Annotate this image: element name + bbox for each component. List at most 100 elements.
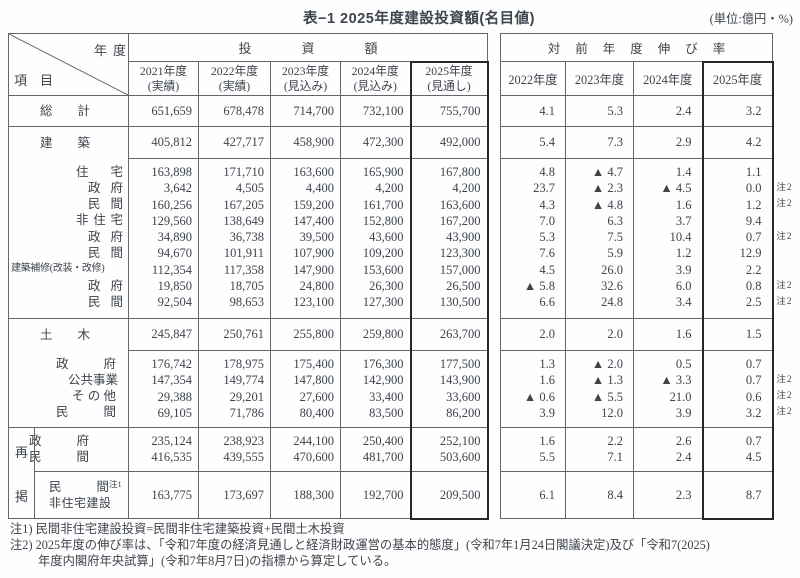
investment-value-cell: 171,710 4,505 167,205 138,649 36,738 101,911 1… <box>198 158 271 319</box>
note-ref <box>777 103 799 119</box>
table-gap <box>488 319 501 351</box>
growth-value-cell: 1.3 1.6 ▲ 0.6 3.9 <box>500 350 567 428</box>
growth-value-cell: 2.9 <box>633 126 704 159</box>
growth-value-cell: 0.5 ▲ 3.3 21.0 3.9 <box>633 350 704 428</box>
table-gap <box>488 351 501 428</box>
investment-year-header: 2021年度 (実績) <box>128 61 199 96</box>
row-label-cell: 土木 <box>8 318 129 351</box>
growth-year-header: 2025年度 <box>701 60 774 96</box>
table-block-row: 民間 注1 非住宅建設 163,775 173,697 188,300 192,700 209… <box>8 471 799 520</box>
corner-header-cell: 年度 項目 <box>8 33 129 96</box>
investment-year-header: 2023年度 (見込み) <box>270 61 341 96</box>
row-label-cell: 再掲政府民間 <box>8 427 129 503</box>
note-ref <box>777 487 799 503</box>
note-ref: 注2 <box>776 182 793 193</box>
note-ref <box>777 245 799 261</box>
table-block-row: 土木 245,847 250,761 255,800 259,800 263,700 2.0… <box>8 318 799 351</box>
row-label: 政府 <box>56 356 116 371</box>
investment-value-cell: 244,100 470,600 <box>270 427 341 472</box>
investment-value-cell: 245,847 <box>128 318 199 351</box>
note-ref <box>777 433 799 449</box>
row-label: 民間 注1 <box>49 478 122 494</box>
investment-value-cell: 259,800 <box>340 318 411 351</box>
row-label: 政府 <box>88 229 123 244</box>
row-label: 民間 <box>29 450 89 465</box>
investment-value-cell: 255,800 <box>270 318 341 351</box>
investment-value-cell: 177,500 143,900 33,600 86,200 <box>409 350 489 428</box>
row-label: 政府 <box>29 434 89 448</box>
investment-value-cell: 235,124 416,535 <box>128 427 199 472</box>
footnotes: 注1) 民間非住宅建設投資=民間非住宅建築投資+民間土木投資 注2) 2025年… <box>10 521 796 570</box>
row-label-cell: 政府 公共事業 その他 民間 <box>8 350 129 428</box>
footnote-2-continued: 年度内閣府年央試算」(令和7年8月7日)の指標から算定している。 <box>38 554 397 569</box>
note-ref <box>777 326 799 342</box>
investment-value-cell: 209,500 <box>409 471 489 520</box>
growth-year-header: 2024年度 <box>633 61 704 96</box>
growth-value-cell: 4.1 <box>500 95 567 127</box>
growth-value-cell: 5.4 <box>500 126 567 159</box>
growth-value-cell: 1.5 <box>701 318 774 351</box>
row-label: 非住宅 <box>76 213 123 228</box>
table-gap <box>488 428 501 472</box>
investment-year-header: 2024年度 (見込み) <box>340 61 411 96</box>
investment-value-cell: 192,700 <box>340 471 411 519</box>
investment-value-cell: 427,717 <box>198 126 271 159</box>
table-title: 表−1 2025年度建設投資額(名目値) <box>303 11 535 27</box>
row-label: 民間 <box>88 245 123 260</box>
growth-value-cell: ▲ 2.0 ▲ 1.3 ▲ 5.5 12.0 <box>565 350 635 428</box>
investment-value-cell: 252,100 503,600 <box>409 427 489 472</box>
row-label: その他 <box>72 389 116 404</box>
growth-value-cell: 7.3 <box>565 126 635 159</box>
investment-value-cell: 188,300 <box>270 471 341 519</box>
investment-value-cell: 250,761 <box>198 318 271 351</box>
growth-value-cell: 4.2 <box>701 126 774 159</box>
note-ref <box>777 134 799 150</box>
investment-value-cell: 458,900 <box>270 126 341 159</box>
corner-item-label: 項目 <box>14 73 67 88</box>
investment-value-cell: 263,700 <box>409 318 489 351</box>
growth-value-cell: 0.7 4.5 <box>701 427 774 472</box>
header-row: 年度 項目 投資額 対前年度伸び率 <box>8 33 799 96</box>
growth-value-cell: 2.6 2.4 <box>633 427 704 472</box>
investment-value-cell: 238,923 439,555 <box>198 427 271 472</box>
row-label-cell: 総計 <box>8 95 129 127</box>
repeat-label: 再掲 <box>14 444 28 504</box>
note-ref-cell <box>773 319 799 351</box>
investment-value-cell: 163,775 <box>128 471 199 519</box>
row-label: 民間 <box>88 197 123 212</box>
investment-value-cell: 163,898 3,642 160,256 129,560 34,890 94,670 11… <box>128 158 199 319</box>
table-gap <box>488 34 501 96</box>
growth-value-cell: 2.3 <box>633 471 704 519</box>
row-label: 非住宅建設 <box>49 495 112 510</box>
table-gap <box>488 127 501 159</box>
growth-value-cell: 1.4 ▲ 4.5 1.6 3.7 10.4 1.2 3.9 6.0 3.4 <box>633 158 704 319</box>
table-gap <box>488 472 501 519</box>
unit-label: (単位:億円・%) <box>709 12 793 26</box>
construction-investment-table: 年度 項目 投資額 対前年度伸び率 2021年度 (実績) 2022年度 (実績) 2023年度… <box>8 33 799 520</box>
growth-value-cell: ▲ 4.7 ▲ 2.3 ▲ 4.8 6.3 7.5 5.9 26.0 32.6 24.8 <box>565 158 635 319</box>
table-block-row: 住宅 政府 民間 非住宅 政府 民間 建築補修(改装・改修) 政府 民間 163,898 3,642… <box>8 158 799 319</box>
investment-amount-group-header: 投資額 <box>127 33 489 62</box>
investment-value-cell: 250,400 481,700 <box>340 427 411 472</box>
note-ref-cell: 注2 注2 注2 <box>773 351 799 428</box>
investment-value-cell: 732,100 <box>340 95 411 127</box>
investment-value-cell: 714,700 <box>270 95 341 127</box>
row-label: 政府 <box>88 278 123 293</box>
growth-value-cell: 8.4 <box>565 471 635 519</box>
investment-value-cell: 651,659 <box>128 95 199 127</box>
footnote-2: 注2) 2025年度の伸び率は、「令和7年度の経済見通しと経済財政運営の基本的態… <box>10 538 710 553</box>
header-year-row: 2021年度 (実績) 2022年度 (実績) 2023年度 (見込み) 2024年度 (見込… <box>9 60 799 96</box>
note-ref: 注2 <box>776 296 793 307</box>
investment-value-cell: 176,742 147,354 29,388 69,105 <box>128 350 199 428</box>
table-gap <box>488 96 501 127</box>
investment-value-cell: 492,000 <box>409 126 489 159</box>
footnote-1: 注1) 民間非住宅建設投資=民間非住宅建築投資+民間土木投資 <box>10 522 345 536</box>
row-label: 建築 <box>40 135 90 150</box>
investment-value-cell: 175,400 147,800 27,600 80,400 <box>270 350 341 428</box>
investment-value-cell: 472,300 <box>340 126 411 159</box>
investment-value-cell: 163,600 4,400 159,200 147,400 39,500 107,900 1… <box>270 158 341 319</box>
table-block-row: 総計 651,659 678,478 714,700 732,100 755,700 4.1… <box>8 95 799 127</box>
note-ref <box>777 261 799 277</box>
row-label-cell: 民間 注1 非住宅建設 <box>8 471 129 519</box>
diagonal-line <box>9 34 128 95</box>
